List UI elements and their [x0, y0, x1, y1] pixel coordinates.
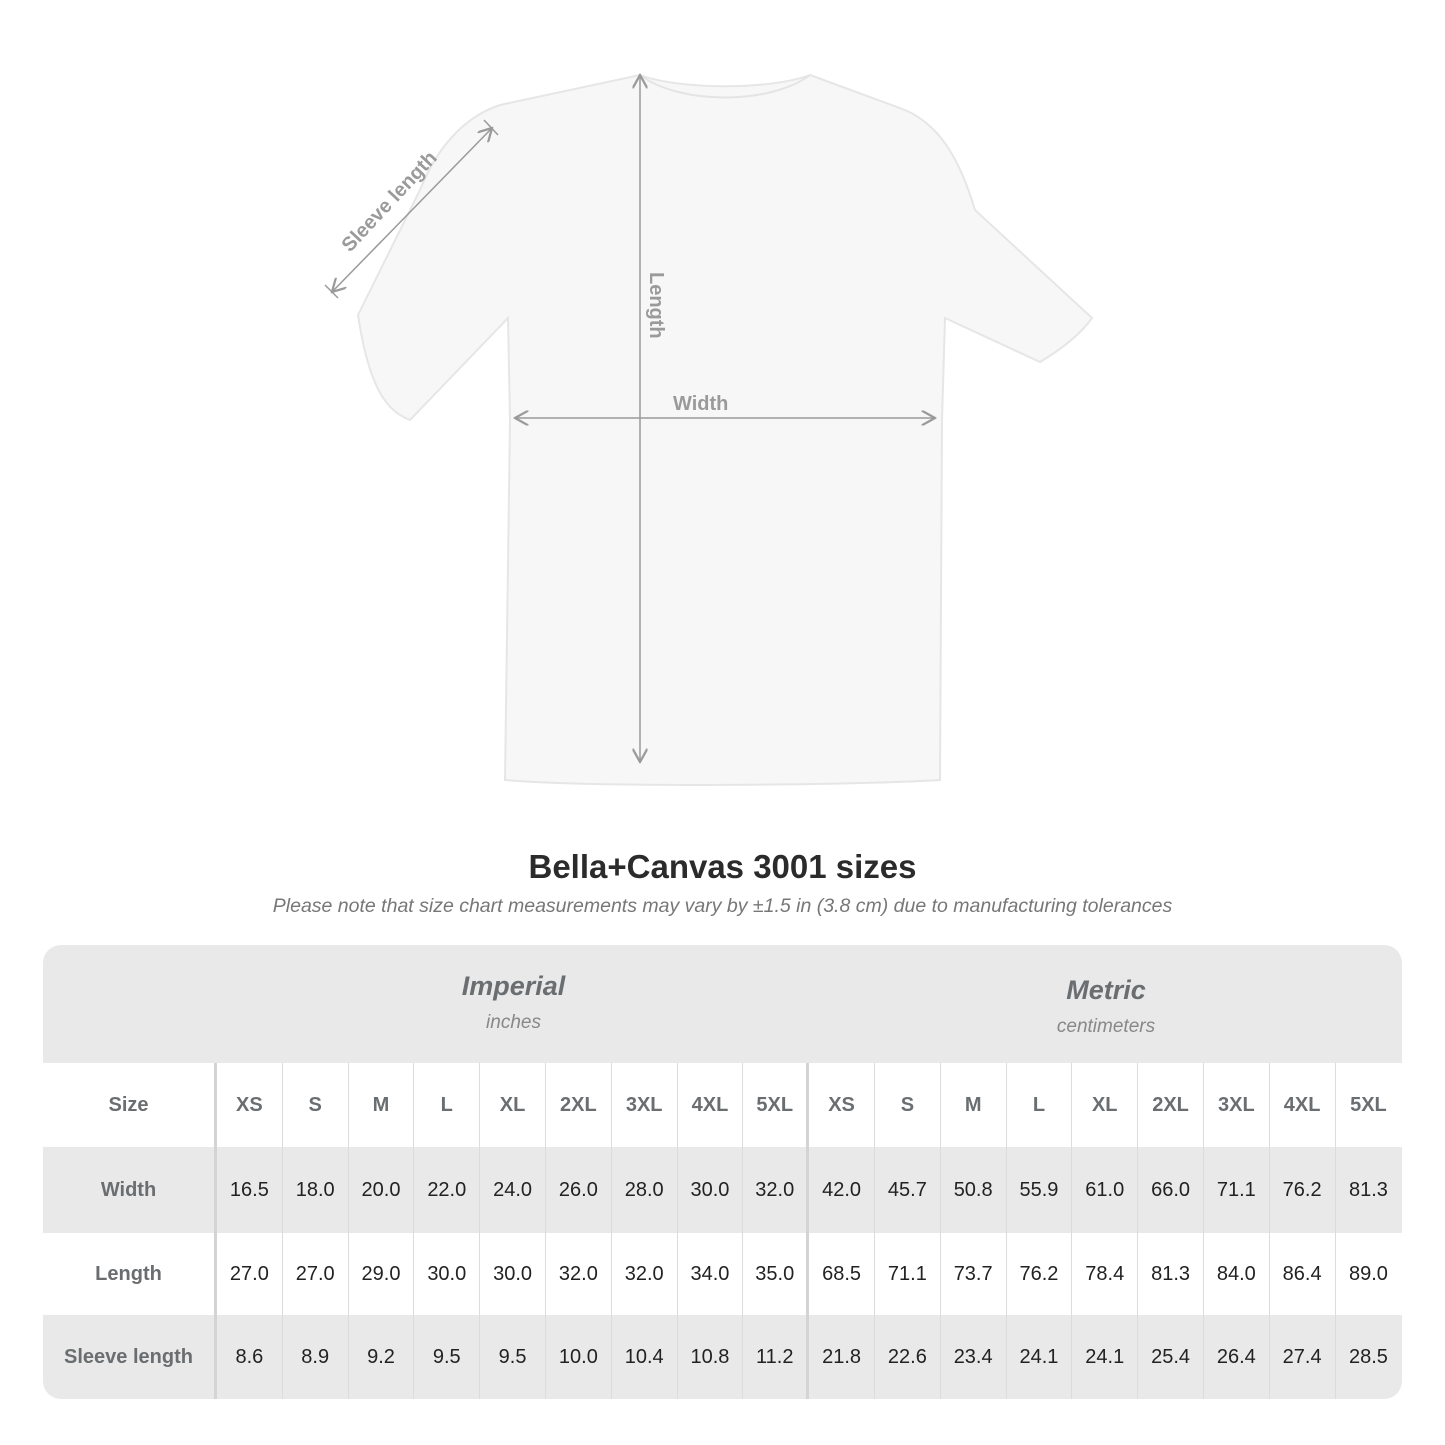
metric-header: Metric centimeters	[810, 945, 1402, 1093]
imperial-size-header: XS	[217, 1063, 283, 1147]
imperial-title: Imperial	[461, 971, 566, 1001]
table-row: Width 16.5 18.0 20.0 22.0 24.0 26.0 28.0 30.0 32.…	[43, 1147, 1402, 1233]
imperial-value-cell: 9.5	[480, 1315, 546, 1399]
imperial-value-cell: 32.0	[546, 1233, 612, 1315]
metric-unit: centimeters	[1056, 1016, 1156, 1037]
imperial-value-cell: 20.0	[349, 1147, 415, 1233]
row-label: Width	[43, 1147, 217, 1233]
imperial-unit: inches	[486, 1012, 541, 1033]
imperial-value-cell: 35.0	[743, 1233, 810, 1315]
imperial-value-cell: 8.6	[217, 1315, 283, 1399]
imperial-value-cell: 10.4	[612, 1315, 678, 1399]
metric-size-header: M	[941, 1063, 1007, 1147]
metric-value-cell: 68.5	[809, 1233, 875, 1315]
imperial-size-header: 3XL	[612, 1063, 678, 1147]
table-row: Sleeve length 8.6 8.9 9.2 9.5 9.5 10.0 10.4 10.8…	[43, 1315, 1402, 1399]
metric-value-cell: 45.7	[875, 1147, 941, 1233]
imperial-value-cell: 30.0	[480, 1233, 546, 1315]
metric-value-cell: 84.0	[1204, 1233, 1270, 1315]
imperial-size-header: XL	[480, 1063, 546, 1147]
metric-value-cell: 22.6	[875, 1315, 941, 1399]
metric-value-cell: 23.4	[941, 1315, 1007, 1399]
metric-value-cell: 71.1	[875, 1233, 941, 1315]
imperial-value-cell: 10.8	[678, 1315, 744, 1399]
imperial-size-header: 2XL	[546, 1063, 612, 1147]
imperial-value-cell: 18.0	[283, 1147, 349, 1233]
imperial-size-header: 4XL	[678, 1063, 744, 1147]
metric-size-header: 3XL	[1204, 1063, 1270, 1147]
metric-value-cell: 86.4	[1270, 1233, 1336, 1315]
imperial-value-cell: 32.0	[612, 1233, 678, 1315]
imperial-value-cell: 8.9	[283, 1315, 349, 1399]
metric-value-cell: 89.0	[1348, 1262, 1388, 1285]
metric-value-cell: 66.0	[1138, 1147, 1204, 1233]
sleeve-length-arrow	[332, 128, 492, 292]
imperial-size-header: L	[414, 1063, 481, 1147]
imperial-size-header: 5XL	[743, 1063, 810, 1147]
row-label: Sleeve length	[43, 1315, 217, 1399]
imperial-value-cell: 30.0	[414, 1233, 481, 1315]
metric-value-cell: 76.2	[1007, 1233, 1073, 1315]
metric-value-cell: 50.8	[941, 1147, 1007, 1233]
chart-title: Bella+Canvas 3001 sizes	[528, 848, 917, 885]
metric-size-header: 5XL	[1350, 1093, 1387, 1116]
imperial-value-cell: 11.2	[743, 1315, 810, 1399]
metric-value-cell: 24.1	[1072, 1315, 1139, 1399]
metric-value-cell: 78.4	[1072, 1233, 1139, 1315]
imperial-value-cell: 27.0	[283, 1233, 349, 1315]
metric-value-cell: 73.7	[941, 1233, 1007, 1315]
imperial-value-cell: 16.5	[217, 1147, 283, 1233]
imperial-value-cell: 10.0	[546, 1315, 612, 1399]
metric-value-cell: 61.0	[1072, 1147, 1139, 1233]
tshirt-diagram: Sleeve length Length Width	[324, 0, 1094, 786]
metric-value-cell: 81.3	[1138, 1233, 1204, 1315]
metric-value-cell: 55.9	[1007, 1147, 1073, 1233]
imperial-value-cell: 29.0	[349, 1233, 415, 1315]
metric-value-cell: 81.3	[1348, 1178, 1388, 1201]
imperial-value-cell: 9.2	[349, 1315, 415, 1399]
tolerance-note: Please note that size chart measurements…	[272, 895, 1173, 917]
imperial-value-cell: 24.0	[480, 1147, 546, 1233]
imperial-value-cell: 30.0	[678, 1147, 744, 1233]
imperial-value-cell: 27.0	[217, 1233, 283, 1315]
imperial-header: Imperial inches	[217, 945, 810, 1089]
imperial-value-cell: 28.0	[612, 1147, 678, 1233]
length-label: Length	[645, 272, 667, 339]
size-header-row: Size XS S M L XL 2XL 3XL 4XL 5XL XS S M L XL 2XL 3XL 4XL 5…	[43, 1063, 1402, 1147]
imperial-value-cell: 32.0	[743, 1147, 810, 1233]
metric-value-cell: 27.4	[1270, 1315, 1336, 1399]
row-label: Length	[43, 1233, 217, 1315]
metric-title: Metric	[1066, 975, 1146, 1005]
imperial-size-header: S	[283, 1063, 349, 1147]
metric-value-cell: 24.1	[1007, 1315, 1073, 1399]
metric-value-cell: 21.8	[809, 1315, 875, 1399]
metric-value-cell: 76.2	[1270, 1147, 1336, 1233]
tshirt-shape	[356, 73, 1094, 786]
imperial-value-cell: 9.5	[414, 1315, 481, 1399]
metric-value-cell: 26.4	[1204, 1315, 1270, 1399]
metric-size-header: XS	[809, 1063, 875, 1147]
imperial-value-cell: 34.0	[678, 1233, 744, 1315]
size-table: Imperial inches Metric centimeters Size X…	[43, 945, 1402, 1399]
size-label: Size	[43, 1063, 217, 1147]
metric-size-header: S	[875, 1063, 941, 1147]
imperial-value-cell: 22.0	[414, 1147, 481, 1233]
metric-size-header: XL	[1072, 1063, 1139, 1147]
metric-value-cell: 25.4	[1138, 1315, 1204, 1399]
table-row: Length 27.0 27.0 29.0 30.0 30.0 32.0 32.0 34.0 35…	[43, 1233, 1402, 1315]
metric-value-cell: 42.0	[809, 1147, 875, 1233]
metric-size-header: 4XL	[1270, 1063, 1336, 1147]
imperial-size-header: M	[349, 1063, 415, 1147]
width-label: Width	[673, 393, 728, 415]
metric-value-cell: 71.1	[1204, 1147, 1270, 1233]
metric-value-cell: 28.5	[1348, 1345, 1388, 1368]
imperial-value-cell: 26.0	[546, 1147, 612, 1233]
metric-size-header: 2XL	[1138, 1063, 1204, 1147]
metric-size-header: L	[1007, 1063, 1073, 1147]
